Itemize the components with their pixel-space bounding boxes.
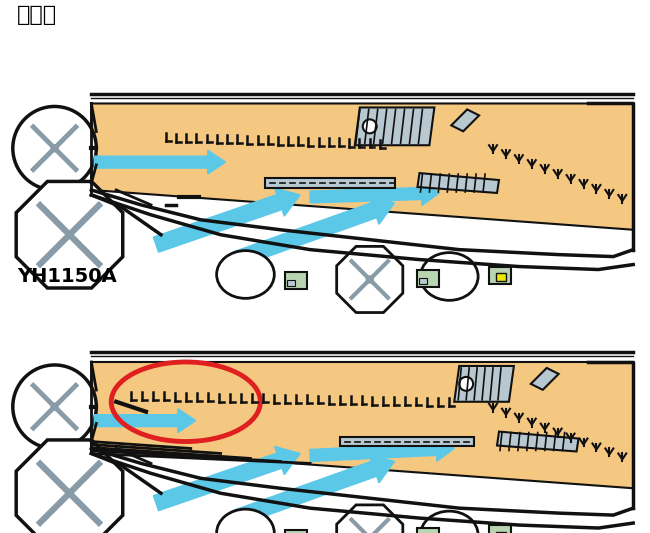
FancyArrow shape [233,455,395,526]
Polygon shape [92,103,633,230]
Polygon shape [337,505,403,533]
Bar [417,270,439,287]
Bar [489,266,511,285]
Circle shape [13,107,96,190]
Bar [496,273,506,281]
Ellipse shape [421,253,478,300]
Polygon shape [451,109,479,131]
FancyArrow shape [94,150,226,174]
FancyArrow shape [310,182,439,205]
Circle shape [13,365,96,448]
Ellipse shape [216,251,274,298]
Circle shape [366,276,373,283]
FancyArrow shape [94,409,196,433]
Polygon shape [16,440,123,533]
Circle shape [459,377,473,391]
Bar [419,278,428,285]
Bar [287,280,295,286]
FancyArrow shape [233,196,395,267]
Text: YH1150A: YH1150A [17,268,116,286]
Text: 従来機: 従来機 [17,5,57,25]
Bar [265,178,395,188]
Circle shape [51,145,58,152]
FancyArrow shape [310,438,454,462]
Circle shape [66,231,73,238]
Polygon shape [497,432,578,451]
Bar [285,530,307,533]
Bar [489,525,511,533]
Polygon shape [454,366,514,402]
Circle shape [51,403,58,410]
FancyArrow shape [153,447,300,511]
Polygon shape [16,181,123,288]
Ellipse shape [216,509,274,533]
Bar [340,437,474,447]
FancyArrow shape [153,188,300,252]
Polygon shape [417,173,499,193]
Circle shape [363,119,377,133]
Bar [496,532,506,533]
Polygon shape [337,246,403,312]
Bar [417,528,439,533]
Bar [285,271,307,289]
Polygon shape [92,362,633,488]
Polygon shape [531,368,558,390]
Circle shape [66,490,73,497]
Polygon shape [355,108,434,145]
Ellipse shape [421,511,478,533]
